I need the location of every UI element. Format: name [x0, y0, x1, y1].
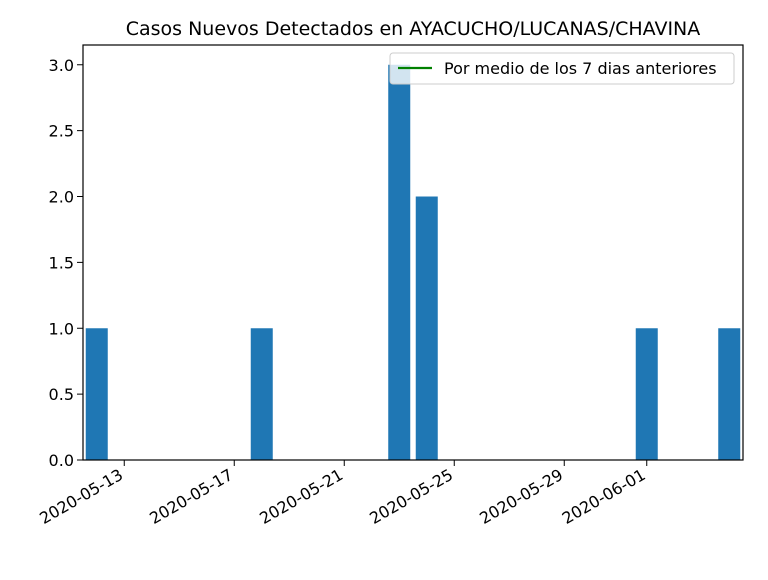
x-axis: 2020-05-13 2020-05-17 2020-05-21 2020-05-25… [36, 460, 649, 528]
y-tick-label: 2.0 [49, 188, 74, 207]
x-tick-label: 2020-05-21 [256, 465, 346, 528]
bars-layer [85, 64, 741, 460]
x-tick-label: 2020-05-17 [146, 465, 236, 528]
x-tick-label: 2020-05-13 [36, 465, 126, 528]
bar-2020-06-01 [635, 328, 658, 460]
x-tick-label: 2020-06-01 [559, 465, 649, 528]
legend-box [389, 52, 735, 85]
y-tick-label: 0.5 [49, 385, 74, 404]
plot-frame [82, 44, 744, 461]
bar-2020-06-04 [718, 328, 741, 460]
y-tick-label: 1.0 [49, 319, 74, 338]
x-tick-label: 2020-05-29 [476, 465, 566, 528]
y-tick-label: 1.5 [49, 253, 74, 272]
x-tick-label: 2020-05-25 [366, 465, 456, 528]
y-axis: 0.0 0.5 1.0 1.5 2.0 2.5 3.0 [49, 56, 83, 470]
bar-2020-05-18 [250, 328, 273, 460]
legend-label: Por medio de los 7 dias anteriores [444, 59, 717, 78]
chart-title: Casos Nuevos Detectados en AYACUCHO/LUCA… [126, 18, 701, 40]
bar-2020-05-23 [388, 64, 411, 460]
y-tick-label: 3.0 [49, 56, 74, 75]
bar-2020-05-12 [85, 328, 108, 460]
y-tick-label: 2.5 [49, 122, 74, 141]
bar-2020-05-24 [415, 196, 438, 460]
y-tick-label: 0.0 [49, 451, 74, 470]
legend: Por medio de los 7 dias anteriores [389, 52, 735, 85]
